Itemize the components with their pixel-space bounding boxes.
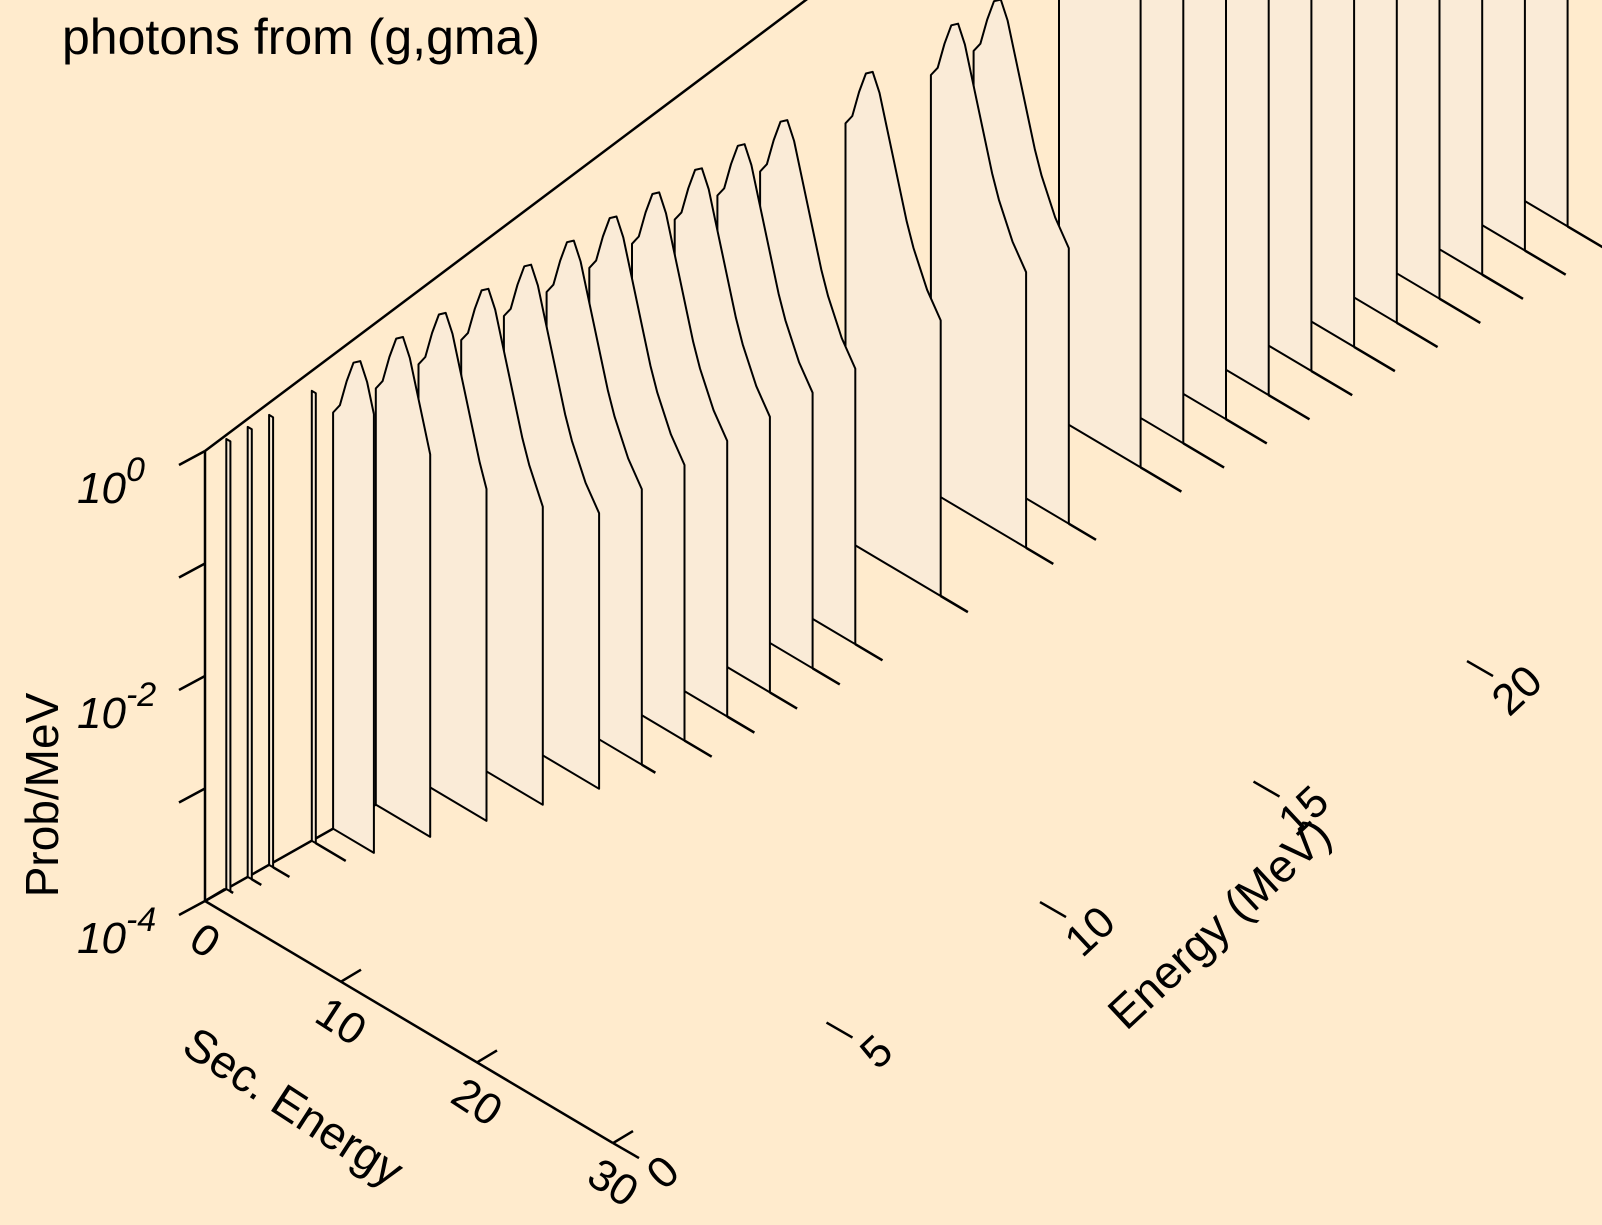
- x-tick-label: 0: [181, 914, 228, 968]
- z-tick-label: 10-4: [77, 901, 156, 963]
- z-tick: [178, 562, 206, 579]
- spectrum-baseline: [1481, 273, 1524, 300]
- z-tick-label: 10-2: [77, 676, 156, 738]
- z-tick: [178, 899, 206, 917]
- y-tick: [612, 1142, 640, 1160]
- spectrum-curve: [929, 22, 1028, 549]
- x-tick-label: 10: [307, 988, 375, 1056]
- spectrum-baseline: [641, 763, 657, 774]
- y-tick: [1252, 780, 1281, 798]
- spectrum-curve: [225, 438, 232, 893]
- spectrum-baseline: [1524, 249, 1567, 276]
- x-tick-label: 30: [579, 1149, 647, 1217]
- spectrum-baseline: [1353, 345, 1396, 373]
- spectrum-curve: [246, 425, 253, 881]
- y-tick-label: 5: [851, 1026, 902, 1079]
- spectrum-curve: [332, 360, 375, 854]
- spectrum-baseline: [229, 890, 234, 895]
- spectrum-baseline: [1025, 546, 1054, 566]
- spectrum-curve: [844, 70, 942, 597]
- x-tick: [204, 887, 226, 903]
- z-tick-label: 100: [77, 451, 145, 513]
- spectrum-baseline: [1182, 442, 1225, 469]
- spectrum-baseline: [1225, 418, 1268, 445]
- spectrum-baseline: [769, 691, 798, 710]
- back-wall-top-edge: [204, 0, 808, 452]
- spectrum-baseline: [251, 878, 262, 887]
- spectrum-baseline: [315, 842, 347, 862]
- spectrum-baseline: [272, 866, 291, 879]
- x-axis-line: [204, 899, 614, 1145]
- y-tick-label: 10: [1056, 897, 1125, 966]
- spectrum-baseline: [683, 739, 713, 758]
- chart-title: photons from (g,gma): [62, 9, 540, 65]
- spectrum-baseline: [1396, 321, 1439, 349]
- spectrum-baseline: [1310, 369, 1353, 397]
- x-tick: [340, 968, 362, 983]
- spectrum-baseline: [1068, 522, 1097, 541]
- z-axis-label: Prob/MeV: [16, 692, 68, 897]
- x-tick-label: 20: [443, 1068, 511, 1136]
- x-axis-label: Sec. Energy: [174, 1017, 412, 1197]
- y-tick: [825, 1021, 854, 1039]
- spectrum-baseline: [1438, 297, 1481, 325]
- y-tick-label: 20: [1483, 656, 1552, 725]
- spectrum-baseline: [726, 715, 756, 734]
- x-tick: [612, 1130, 634, 1145]
- y-tick-label: 0: [637, 1146, 688, 1199]
- z-tick: [178, 787, 206, 804]
- spectrum-curve: [374, 336, 432, 838]
- spectrum-curve: [268, 413, 275, 869]
- y-axis-label: Energy (MeV): [1098, 808, 1341, 1040]
- spectra-group: [225, 0, 1602, 895]
- y-tick: [1466, 660, 1494, 678]
- y-tick: [1039, 901, 1067, 919]
- spectrum-curve: [1058, 0, 1142, 469]
- z-tick: [178, 674, 206, 692]
- z-tick: [178, 449, 206, 467]
- spectrum-baseline: [811, 667, 841, 686]
- spectrum-baseline: [854, 643, 884, 662]
- spectrum-curve: [310, 389, 317, 845]
- spectrum-baseline: [1566, 225, 1602, 249]
- spectrum-baseline: [1139, 466, 1183, 493]
- spectrum-baseline: [940, 594, 969, 614]
- x-tick: [476, 1049, 498, 1064]
- spectrum-curve: [417, 311, 488, 822]
- spectrum-baseline: [1268, 394, 1311, 421]
